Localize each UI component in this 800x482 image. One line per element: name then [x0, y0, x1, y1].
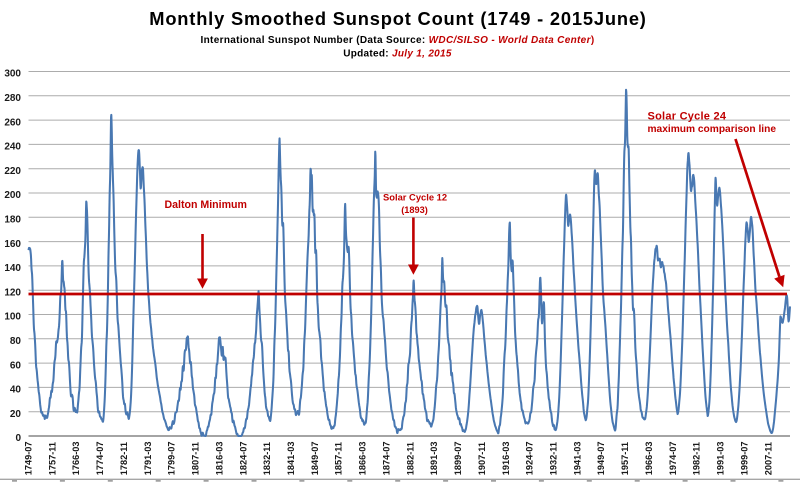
- svg-text:1957-11: 1957-11: [620, 442, 630, 475]
- svg-text:1832-11: 1832-11: [262, 442, 272, 475]
- svg-text:Monthly Smoothed Sunspot Count: Monthly Smoothed Sunspot Count (1749 - 2…: [149, 8, 646, 29]
- svg-text:120: 120: [4, 287, 21, 298]
- svg-text:300: 300: [4, 69, 21, 80]
- svg-text:1924-07: 1924-07: [525, 441, 535, 475]
- svg-text:140: 140: [4, 263, 21, 274]
- svg-text:1774-07: 1774-07: [95, 441, 105, 475]
- svg-text:(1893): (1893): [401, 205, 428, 215]
- svg-text:1841-03: 1841-03: [286, 441, 296, 475]
- svg-text:1874-07: 1874-07: [382, 441, 392, 475]
- svg-text:280: 280: [4, 93, 21, 104]
- svg-text:100: 100: [4, 312, 21, 323]
- svg-text:1966-03: 1966-03: [644, 441, 654, 475]
- svg-text:1982-11: 1982-11: [692, 442, 702, 475]
- svg-text:0: 0: [15, 433, 21, 444]
- svg-text:260: 260: [4, 117, 21, 128]
- svg-text:220: 220: [4, 166, 21, 177]
- svg-text:160: 160: [4, 239, 21, 250]
- svg-text:1882-11: 1882-11: [405, 442, 415, 475]
- svg-text:1866-03: 1866-03: [358, 441, 368, 475]
- svg-text:International Sunspot Number (: International Sunspot Number (Data Sourc…: [201, 35, 595, 46]
- svg-text:1941-03: 1941-03: [572, 441, 582, 475]
- svg-text:Solar Cycle 24: Solar Cycle 24: [648, 110, 727, 122]
- svg-text:1999-07: 1999-07: [739, 441, 749, 475]
- svg-text:1816-03: 1816-03: [214, 441, 224, 475]
- svg-text:1899-07: 1899-07: [453, 441, 463, 475]
- svg-text:Dalton Minimum: Dalton Minimum: [165, 199, 247, 211]
- svg-text:1907-11: 1907-11: [477, 442, 487, 475]
- svg-text:1749-07: 1749-07: [24, 441, 34, 475]
- svg-text:2007-11: 2007-11: [763, 442, 773, 475]
- svg-text:80: 80: [10, 336, 22, 347]
- svg-text:180: 180: [4, 215, 21, 226]
- svg-text:1991-03: 1991-03: [716, 441, 726, 475]
- svg-text:1799-07: 1799-07: [167, 441, 177, 475]
- svg-text:1916-03: 1916-03: [501, 441, 511, 475]
- svg-text:1857-11: 1857-11: [334, 442, 344, 475]
- svg-text:40: 40: [10, 385, 22, 396]
- svg-text:60: 60: [10, 360, 22, 371]
- svg-text:1974-07: 1974-07: [668, 441, 678, 475]
- svg-text:1849-07: 1849-07: [310, 441, 320, 475]
- svg-text:1932-11: 1932-11: [549, 442, 559, 475]
- svg-text:maximum comparison line: maximum comparison line: [648, 124, 777, 135]
- svg-text:Solar Cycle 12: Solar Cycle 12: [383, 192, 447, 203]
- svg-text:1824-07: 1824-07: [238, 441, 248, 475]
- svg-text:1782-11: 1782-11: [119, 442, 129, 475]
- svg-text:1757-11: 1757-11: [47, 442, 57, 475]
- svg-text:240: 240: [4, 142, 21, 153]
- svg-text:20: 20: [10, 409, 22, 420]
- svg-text:1807-11: 1807-11: [191, 442, 201, 475]
- svg-text:200: 200: [4, 190, 21, 201]
- svg-text:1766-03: 1766-03: [71, 441, 81, 475]
- svg-text:Updated: July 1, 2015: Updated: July 1, 2015: [343, 49, 452, 60]
- svg-text:1891-03: 1891-03: [429, 441, 439, 475]
- svg-text:1791-03: 1791-03: [143, 441, 153, 475]
- svg-text:1949-07: 1949-07: [596, 441, 606, 475]
